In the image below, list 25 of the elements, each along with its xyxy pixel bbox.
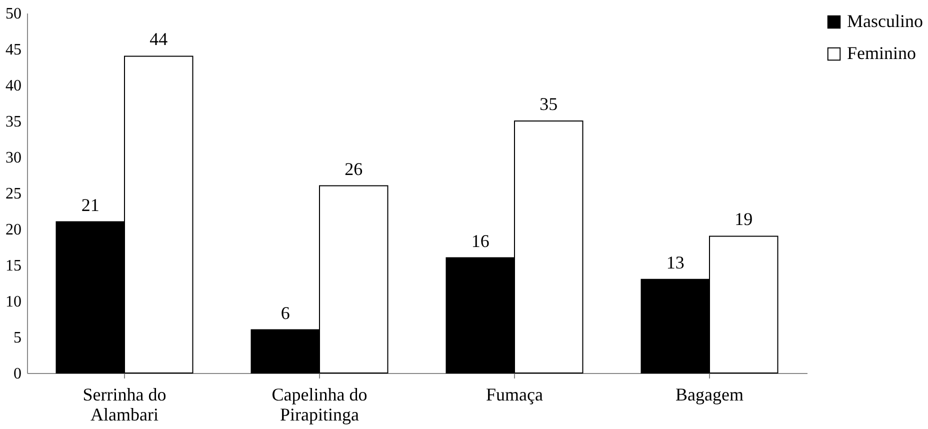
legend-label: Feminino xyxy=(847,43,916,63)
legend-label: Masculino xyxy=(847,11,923,31)
data-label: 21 xyxy=(81,194,100,215)
y-tick-label: 15 xyxy=(6,258,22,274)
data-label: 44 xyxy=(150,29,168,50)
data-label: 19 xyxy=(734,209,753,230)
y-tick-label: 5 xyxy=(14,330,22,346)
data-label: 26 xyxy=(344,158,363,179)
data-label: 16 xyxy=(471,230,490,251)
x-tick-label: Capelinha do Pirapitinga xyxy=(272,384,368,424)
y-tick-label: 20 xyxy=(6,222,22,238)
y-tick-label: 0 xyxy=(14,366,22,382)
y-tick-label: 30 xyxy=(6,150,22,166)
x-tick-label: Fumaça xyxy=(486,384,543,404)
y-tick-label: 25 xyxy=(6,186,22,202)
y-tick-label: 10 xyxy=(6,294,22,310)
y-tick-label: 45 xyxy=(6,42,22,58)
x-tick-label: Bagagem xyxy=(676,384,744,404)
y-tick-label: 50 xyxy=(6,6,22,22)
y-tick-label: 40 xyxy=(6,78,22,94)
x-tick-label: Serrinha do Alambari xyxy=(82,384,166,424)
data-label: 6 xyxy=(280,302,290,323)
data-label: 35 xyxy=(540,94,558,114)
y-tick-label: 35 xyxy=(6,114,22,130)
data-label: 13 xyxy=(666,252,684,272)
